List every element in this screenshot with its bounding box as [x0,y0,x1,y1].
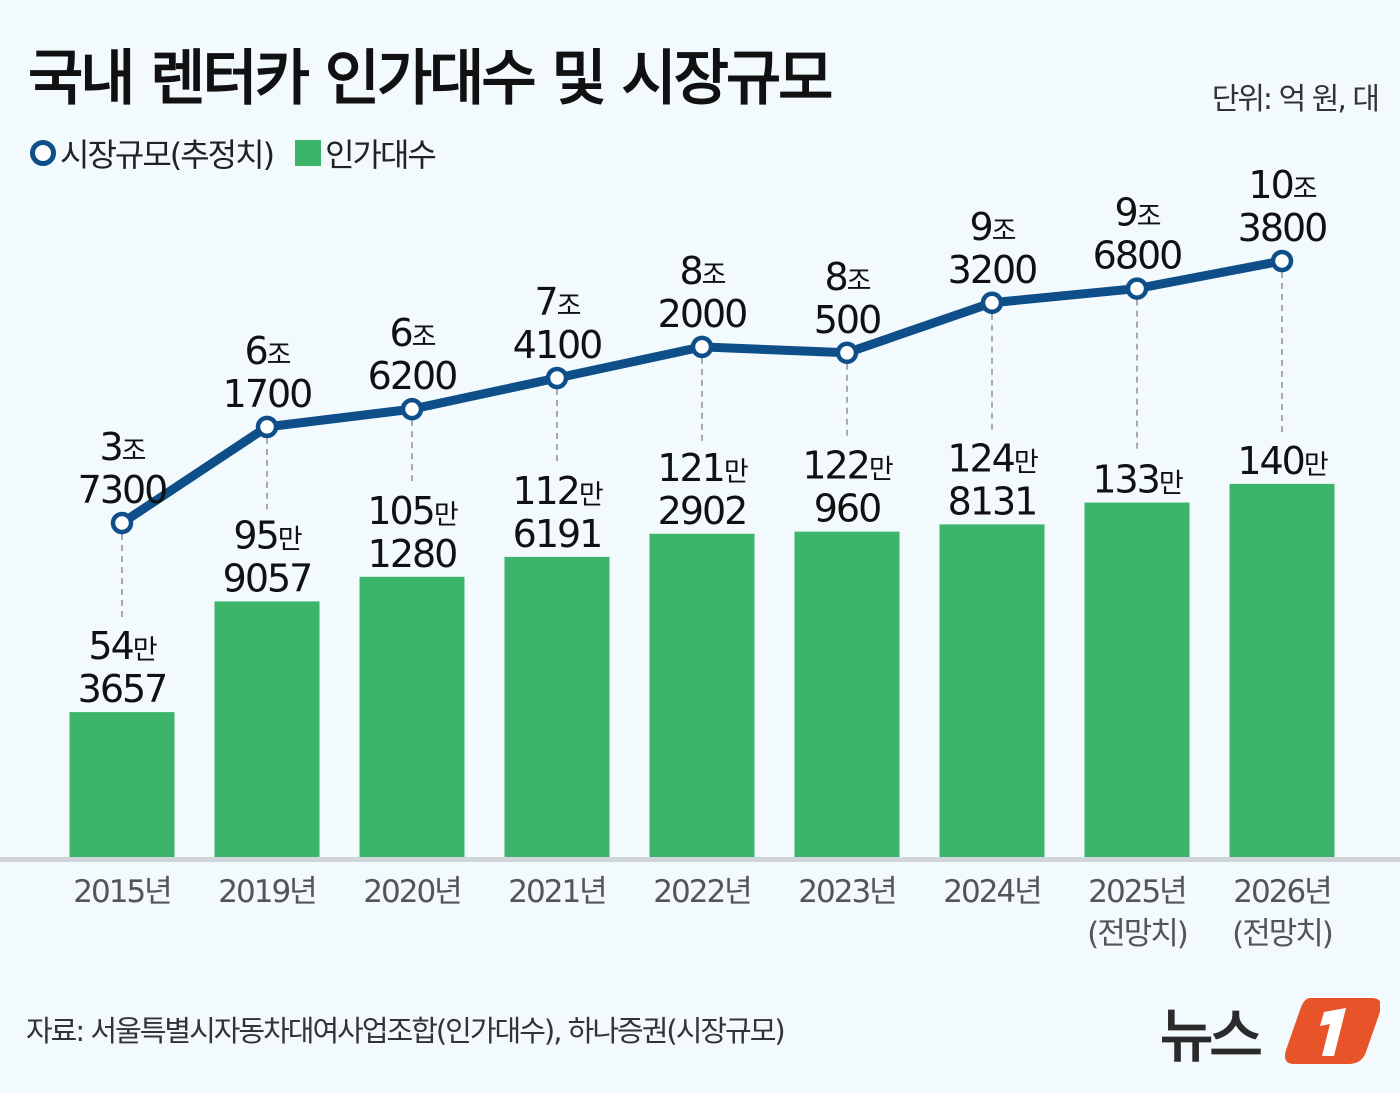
x-tick-label: 2024년 [943,874,1040,910]
bar-value-label: 124만 8131 [947,436,1038,523]
line-value-label: 8조 2000 [658,249,747,336]
market-size-point [400,397,424,421]
market-size-point [110,511,134,535]
x-tick-label: (전망치) [1087,916,1187,952]
line-value-label: 6조 1700 [223,329,312,416]
x-axis-baseline [0,857,1400,862]
market-size-point [835,341,859,365]
bar-value-label: 122만 960 [802,444,893,531]
line-value-label: 9조 6800 [1093,191,1182,278]
x-tick-label: 2019년 [218,874,315,910]
bar-2020년 [359,576,465,857]
bar-value-label: 54만 3657 [78,624,167,711]
line-value-label: 10조 3800 [1238,163,1327,250]
market-size-point [690,335,714,359]
legend-line-marker-icon [30,140,56,166]
line-value-label: 6조 6200 [368,311,457,398]
x-tick-label: 2023년 [798,874,895,910]
svg-text:뉴스: 뉴스 [1160,1002,1261,1070]
bar-value-label: 105만 1280 [367,489,458,576]
bar-2025년 [1084,502,1190,857]
bar-value-label: 121만 2902 [657,446,748,533]
line-value-label: 7조 4100 [513,280,602,367]
bar-value-label: 140만 [1237,439,1328,483]
bar-2026년 [1229,483,1335,857]
chart-title: 국내 렌터카 인가대수 및 시장규모 [28,44,833,114]
x-tick-label: 2015년 [73,874,170,910]
legend: 시장규모(추정치) 인가대수 [30,130,437,176]
x-tick-label: 2025년 [1088,874,1185,910]
bar-2019년 [214,601,320,857]
bar-value-label: 133만 [1092,458,1183,502]
bar-value-label: 95만 9057 [223,513,312,600]
legend-bar-label: 인가대수 [325,136,437,174]
bar-value-label: 112만 6191 [512,469,603,556]
market-size-point [545,366,569,390]
legend-line-label: 시장규모(추정치) [60,136,275,174]
x-tick-label: 2022년 [653,874,750,910]
x-tick-label: 2020년 [363,874,460,910]
legend-bar-marker-icon [295,140,322,166]
line-value-label: 3조 7300 [78,425,167,512]
bar-2015년 [69,712,175,857]
line-value-label: 8조 500 [814,255,881,342]
line-value-label: 9조 3200 [948,205,1037,292]
unit-label: 단위: 억 원, 대 [1211,82,1380,117]
market-size-point [1125,277,1149,300]
source-note: 자료: 서울특별시자동차대여사업조합(인가대수), 하나증권(시장규모) [26,1014,786,1048]
market-size-point [980,291,1004,315]
bar-2023년 [794,531,900,857]
market-size-point [1270,249,1294,273]
bar-2021년 [504,556,610,857]
x-tick-label: 2021년 [508,874,605,910]
x-tick-label: 2026년 [1233,874,1330,910]
news1-logo: 뉴스 [1160,990,1381,1074]
bar-2024년 [939,524,1045,857]
bar-2022년 [649,533,755,857]
x-tick-label: (전망치) [1232,916,1332,952]
market-size-point [255,415,279,439]
